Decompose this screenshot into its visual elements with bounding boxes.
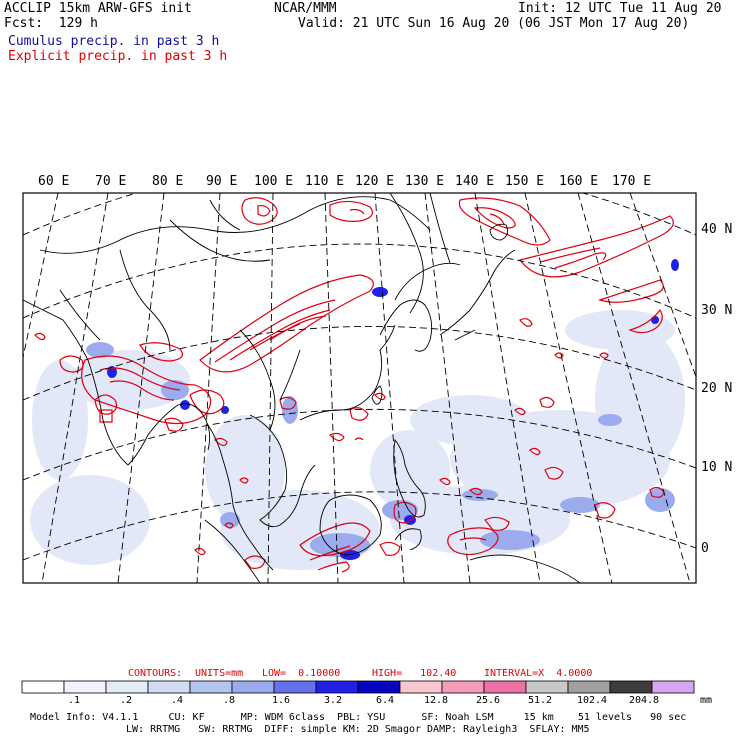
lat-label-20n: 20 N (701, 381, 733, 396)
lat-label-40n: 40 N (701, 222, 733, 237)
colorbar-label-3.2: 3.2 (323, 695, 343, 706)
colorbar-label-102.4: 102.4 (576, 695, 608, 706)
lat-label-10n: 10 N (701, 460, 733, 475)
lon-label-150e: 150 E (505, 174, 545, 189)
contours-units: UNITS=mm (195, 668, 244, 679)
colorbar-swatch (483, 680, 527, 694)
colorbar-swatch (525, 680, 569, 694)
lon-label-60e: 60 E (38, 174, 70, 189)
colorbar-swatch (357, 680, 401, 694)
legend-cumulus: Cumulus precip. in past 3 h (8, 34, 220, 49)
lat-label-30n: 30 N (701, 303, 733, 318)
colorbar-swatch (609, 680, 653, 694)
lon-label-70e: 70 E (95, 174, 127, 189)
colorbar-label-204.8: 204.8 (628, 695, 660, 706)
colorbar-unit: mm (700, 695, 713, 706)
init-time: Init: 12 UTC Tue 11 Aug 20 (518, 1, 722, 16)
colorbar-swatch (63, 680, 107, 694)
colorbar-label-51.2: 51.2 (527, 695, 553, 706)
colorbar-swatch (651, 680, 695, 694)
lat-label-0: 0 (701, 541, 709, 556)
lon-label-80e: 80 E (152, 174, 184, 189)
colorbar-label-0.4: .4 (170, 695, 184, 706)
colorbar-swatch (231, 680, 275, 694)
colorbar-swatch (399, 680, 443, 694)
lon-label-160e: 160 E (559, 174, 599, 189)
lon-label-130e: 130 E (405, 174, 445, 189)
colorbar-swatch (273, 680, 317, 694)
latlon-grid (23, 193, 696, 583)
contours-label: CONTOURS: (128, 668, 183, 679)
model-title: ACCLIP 15km ARW-GFS init (4, 1, 192, 16)
contours-high: HIGH= 102.40 (372, 668, 457, 679)
center-label: NCAR/MMM (274, 1, 337, 16)
colorbar-swatch (21, 680, 65, 694)
colorbar (21, 680, 695, 694)
contours-low: LOW= 0.10000 (262, 668, 341, 679)
colorbar-swatch (441, 680, 485, 694)
colorbar-label-0.8: .8 (222, 695, 236, 706)
colorbar-label-12.8: 12.8 (423, 695, 449, 706)
colorbar-label-1.6: 1.6 (271, 695, 291, 706)
colorbar-swatch (315, 680, 359, 694)
lon-label-170e: 170 E (612, 174, 652, 189)
colorbar-label-25.6: 25.6 (475, 695, 501, 706)
lon-label-110e: 110 E (305, 174, 345, 189)
cumulus-precip-field (30, 259, 685, 570)
lon-label-100e: 100 E (254, 174, 294, 189)
coastlines (23, 193, 581, 583)
colorbar-label-6.4: 6.4 (375, 695, 395, 706)
colorbar-label-0.1: .1 (67, 695, 81, 706)
contours-interval: INTERVAL=X 4.0000 (484, 668, 593, 679)
lon-label-90e: 90 E (206, 174, 238, 189)
colorbar-swatch (147, 680, 191, 694)
map-frame (22, 192, 697, 584)
footer-physics-info: LW: RRTMG SW: RRTMG DIFF: simple KM: 2D … (126, 724, 590, 735)
legend-explicit: Explicit precip. in past 3 h (8, 49, 228, 64)
colorbar-swatch (567, 680, 611, 694)
colorbar-swatch (105, 680, 149, 694)
valid-time: Valid: 21 UTC Sun 16 Aug 20 (06 JST Mon … (298, 16, 690, 31)
colorbar-swatch (189, 680, 233, 694)
lon-label-120e: 120 E (355, 174, 395, 189)
lon-label-140e: 140 E (455, 174, 495, 189)
colorbar-label-0.2: .2 (119, 695, 133, 706)
forecast-hour: Fcst: 129 h (4, 16, 98, 31)
footer-model-info: Model Info: V4.1.1 CU: KF MP: WDM 6class… (30, 712, 687, 723)
